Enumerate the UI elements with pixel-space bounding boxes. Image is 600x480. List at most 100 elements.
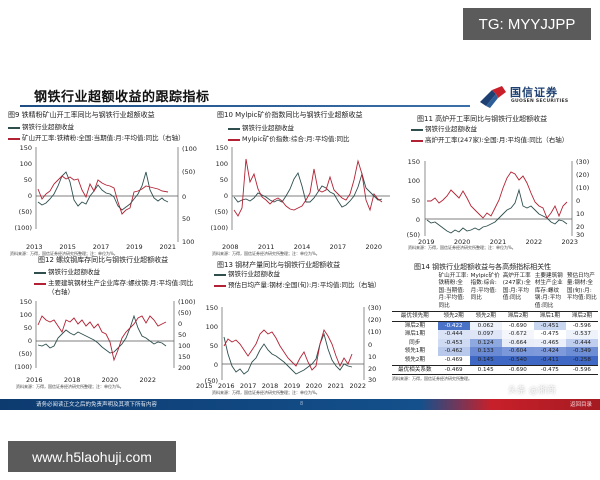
legend-line-icon (214, 285, 226, 287)
x-tick: 2019 (283, 382, 301, 390)
column-header: 主要建筑钢材生产企业库存:螺纹钢:月:平均值:同比 (533, 272, 566, 313)
svg-text:(20): (20) (576, 171, 589, 179)
svg-text:10: 10 (576, 210, 584, 218)
x-tick: 2011 (257, 243, 275, 251)
figure-13-chart: 150 100 50 0 (50) (30) (20) (10) 0 10 20 30 2015 20… (196, 304, 390, 395)
table-cell: 领先2期 (469, 311, 502, 322)
svg-text:30: 30 (576, 231, 584, 238)
table-row: 领先2期 -0.469 0.145 -0.540 -0.411 -0.258 (392, 356, 598, 366)
svg-text:50: 50 (182, 215, 190, 223)
svg-text:50: 50 (24, 176, 32, 184)
svg-text:(10): (10) (368, 328, 381, 336)
svg-text:150: 150 (408, 158, 420, 166)
figure-source: 资料来源：万得，国信证券经济研究所整理；注：单位为%。 (10, 251, 118, 256)
x-tick: 2019 (418, 238, 435, 246)
figure-source: 资料来源：万得，国信证券经济研究所整理；注：单位为%。 (212, 390, 320, 395)
page-number: 8 (300, 401, 304, 407)
x-tick: 2016 (217, 382, 235, 390)
table-cell: -0.469 (437, 356, 470, 366)
svg-text:150: 150 (178, 353, 190, 361)
legend-line-icon (411, 129, 423, 131)
svg-text:50: 50 (210, 342, 218, 350)
x-tick: 2018 (261, 382, 279, 390)
figure-title: 图11 高炉开工率同比与钢铁行业超额收益 (417, 115, 548, 123)
svg-text:30: 30 (368, 376, 376, 384)
legend-line-icon (8, 138, 20, 140)
legend-label: 钢铁行业超额收益 (48, 268, 100, 276)
guosen-logo-icon (480, 86, 506, 108)
x-tick: 2018 (63, 376, 81, 384)
svg-text:100: 100 (20, 160, 32, 168)
svg-text:0: 0 (28, 192, 32, 200)
column-header: 预估日均产量:钢材:全国(旬):月:平均值:同比 (565, 272, 598, 313)
table-cell: -0.465 (533, 338, 566, 348)
table-cell: -0.451 (533, 321, 566, 331)
x-tick: 2017 (329, 243, 347, 251)
x-axis-labels: 2016 2018 2020 2022 (26, 376, 156, 384)
figure-title: 图12 螺纹钢库存同比与钢铁行业超额收益 (38, 256, 169, 264)
svg-text:(100: (100 (182, 145, 197, 153)
figure-title: 图13 钢材产量同比与钢铁行业超额收益 (217, 261, 341, 269)
table-cell: -0.664 (501, 338, 534, 348)
table-row: 滞后2期 -0.422 0.062 -0.690 -0.451 -0.596 (392, 321, 598, 331)
x-tick: 2020 (101, 376, 119, 384)
svg-text:100: 100 (178, 342, 190, 350)
x-axis-labels: 2013 2015 2017 2019 2021 (26, 243, 176, 251)
row-label: 领先2期 (404, 357, 425, 363)
legend-label: 钢铁行业超额收益 (425, 125, 477, 133)
table-cell: 滞后2期 (565, 311, 598, 322)
slide-footer: 请务必阅读正文之后的免责声明及其项下所有内容 8 返回目录 (0, 399, 600, 410)
table-cell: -0.444 (437, 330, 470, 339)
table-cell: 0.062 (469, 321, 502, 331)
table-cell: -0.604 (501, 347, 534, 356)
chart-legend: 钢铁行业超额收益 Mylpic矿价指数:综合:月:平均值:同比 (228, 124, 397, 144)
figure-title: 图10 Mylpic矿价指数同比与钢铁行业超额收益 (217, 111, 363, 119)
legend-label: 钢铁行业超额收益 (242, 124, 294, 132)
table-cell: 0.145 (469, 356, 502, 366)
table-cell: -0.258 (565, 356, 598, 366)
table-cell: 0.145 (469, 364, 502, 376)
svg-text:(100): (100) (178, 298, 195, 306)
chart-legend: 钢铁行业超额收益 预估日均产量:钢材:全国(旬):月:平均值:同比（右轴） (214, 270, 387, 290)
svg-text:100: 100 (182, 238, 194, 244)
x-tick: 2015 (59, 243, 76, 251)
table-cell: -0.349 (565, 347, 598, 356)
figure-11: 图11 高炉开工率同比与钢铁行业超额收益 钢铁行业超额收益 高炉开工率(247家… (411, 114, 597, 145)
figure-10-chart: 150 100 50 0 (50) (100) 2008 2011 2014 2017 2020 … (204, 144, 394, 256)
legend-line-icon (8, 127, 20, 129)
row-label: 最优相关系数 (392, 364, 438, 376)
svg-text:150: 150 (20, 144, 32, 152)
svg-text:(50): (50) (178, 309, 191, 317)
svg-text:150: 150 (206, 304, 218, 312)
x-tick: 2020 (453, 238, 471, 246)
chart-legend: 钢铁行业超额收益 矿山开工率:铁精粉:全国:当期值:月:平均值:同比（右轴） (8, 123, 198, 143)
chart-legend: 钢铁行业超额收益 高炉开工率(247家):全国:月:平均值:同比（右轴） (411, 125, 597, 145)
svg-text:50: 50 (24, 324, 32, 332)
svg-text:0: 0 (182, 193, 186, 201)
legend-line-icon (34, 272, 46, 274)
back-to-contents-link[interactable]: 返回目录 (569, 402, 592, 408)
figure-source: 资料来源：万得，国信证券经济研究所整理；注：单位为%。 (212, 251, 320, 256)
x-tick: 2015 (196, 382, 213, 390)
table-cell: 0.097 (469, 330, 502, 339)
row-label: 领先1期 (404, 348, 425, 355)
figure-source: 资料来源：万得，国信证券经济研究所整理。 (392, 376, 472, 382)
legend-label: 钢铁行业超额收益 (228, 270, 280, 278)
column-header: 高炉开工率(247家):全国:月:平均值:同比 (501, 272, 534, 313)
svg-text:(50): (50) (19, 208, 32, 216)
svg-text:(20): (20) (368, 316, 381, 324)
best-lead-row: 最优领先期 领先2期 领先2期 滞后2期 滞后1期 滞后2期 (392, 311, 598, 322)
x-tick: 2021 (489, 238, 507, 246)
svg-text:(30): (30) (368, 304, 381, 312)
svg-text:0: 0 (416, 216, 420, 224)
table-cell: -0.469 (437, 364, 470, 376)
svg-text:0: 0 (224, 192, 228, 200)
x-tick: 2016 (26, 376, 43, 384)
legend-label: 矿山开工率:铁精粉:全国:当期值:月:平均值:同比（右轴） (22, 134, 185, 142)
x-axis-labels: 2015 2016 2017 2018 2019 2020 2021 2022 (196, 382, 366, 390)
table-cell: 0.133 (469, 347, 502, 356)
table-corner (392, 272, 438, 313)
svg-text:0: 0 (28, 337, 32, 345)
svg-text:150: 150 (216, 144, 228, 152)
